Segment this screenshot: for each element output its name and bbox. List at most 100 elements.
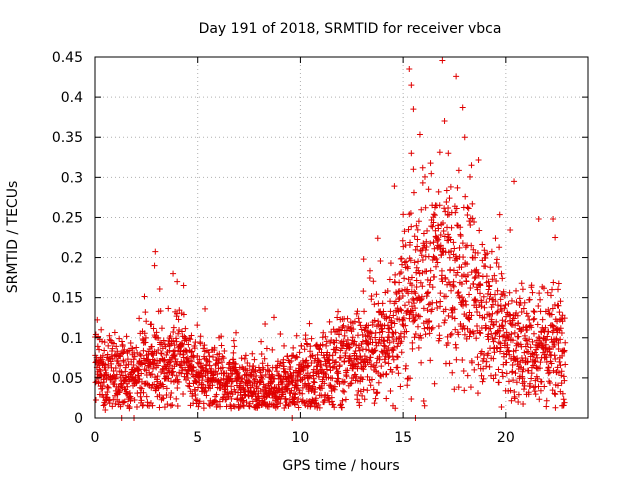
data-point — [457, 224, 464, 231]
data-point — [319, 341, 326, 348]
data-point — [308, 335, 315, 342]
data-point — [283, 399, 290, 406]
data-point — [515, 333, 522, 340]
data-point — [335, 375, 342, 382]
data-point — [560, 373, 567, 380]
data-point — [430, 211, 437, 218]
data-point — [464, 372, 471, 379]
data-point — [513, 299, 520, 306]
data-point — [336, 362, 343, 369]
data-point — [516, 295, 523, 302]
data-point — [502, 302, 509, 309]
data-point — [195, 403, 202, 410]
data-point — [428, 223, 435, 230]
data-point — [104, 383, 111, 390]
data-point — [451, 306, 458, 313]
y-tick-label: 0.05 — [52, 371, 83, 387]
data-point — [160, 357, 167, 364]
data-point — [166, 347, 173, 354]
data-point — [339, 387, 346, 394]
data-point — [388, 319, 395, 326]
data-point — [543, 337, 550, 344]
data-point — [239, 375, 246, 382]
data-point — [335, 370, 342, 377]
data-point — [408, 395, 415, 402]
data-point — [419, 179, 426, 186]
data-point — [445, 150, 452, 157]
data-point — [231, 403, 238, 410]
data-point — [252, 367, 259, 374]
data-point — [296, 349, 303, 356]
data-point — [197, 340, 204, 347]
data-point — [207, 385, 214, 392]
data-point — [180, 351, 187, 358]
data-point — [408, 274, 415, 281]
data-point — [324, 349, 331, 356]
data-point — [464, 271, 471, 278]
data-point — [530, 330, 537, 337]
data-point — [531, 358, 538, 365]
data-point — [424, 227, 431, 234]
data-point — [382, 371, 389, 378]
data-point — [486, 282, 493, 289]
data-point — [525, 391, 532, 398]
data-point — [308, 387, 315, 394]
data-point — [462, 193, 469, 200]
data-point — [121, 398, 128, 405]
data-point — [497, 296, 504, 303]
data-point — [274, 398, 281, 405]
data-point — [530, 362, 537, 369]
data-point — [413, 284, 420, 291]
data-point — [111, 329, 118, 336]
data-point — [189, 367, 196, 374]
data-point — [199, 364, 206, 371]
data-point — [398, 307, 405, 314]
data-point — [168, 378, 175, 385]
data-point — [446, 195, 453, 202]
data-point — [209, 382, 216, 389]
data-point — [316, 404, 323, 411]
data-point — [182, 325, 189, 332]
data-point — [170, 329, 177, 336]
data-point — [523, 310, 530, 317]
data-point — [374, 235, 381, 242]
data-point — [173, 395, 180, 402]
data-point — [173, 335, 180, 342]
data-point — [495, 366, 502, 373]
data-point — [368, 292, 375, 299]
data-point — [562, 361, 569, 368]
data-point — [295, 395, 302, 402]
data-point — [280, 391, 287, 398]
data-point — [321, 370, 328, 377]
data-point — [470, 246, 477, 253]
data-point — [194, 322, 201, 329]
data-point — [343, 327, 350, 334]
data-point — [218, 377, 225, 384]
data-point — [141, 293, 148, 300]
data-point — [526, 296, 533, 303]
data-point — [239, 402, 246, 409]
data-point — [193, 379, 200, 386]
data-point — [426, 281, 433, 288]
data-point — [113, 371, 120, 378]
data-point — [512, 370, 519, 377]
data-point — [100, 402, 107, 409]
data-point — [143, 393, 150, 400]
data-point — [479, 378, 486, 385]
data-point — [467, 384, 474, 391]
data-point — [436, 202, 443, 209]
data-point — [493, 256, 500, 263]
data-point — [391, 320, 398, 327]
data-point — [408, 150, 415, 157]
data-point — [555, 346, 562, 353]
data-point — [381, 356, 388, 363]
data-point — [506, 311, 513, 318]
data-point — [532, 391, 539, 398]
data-point — [468, 312, 475, 319]
data-point — [351, 338, 358, 345]
data-point — [498, 270, 505, 277]
data-point — [323, 366, 330, 373]
data-point — [546, 310, 553, 317]
data-point — [497, 327, 504, 334]
data-point — [305, 374, 312, 381]
